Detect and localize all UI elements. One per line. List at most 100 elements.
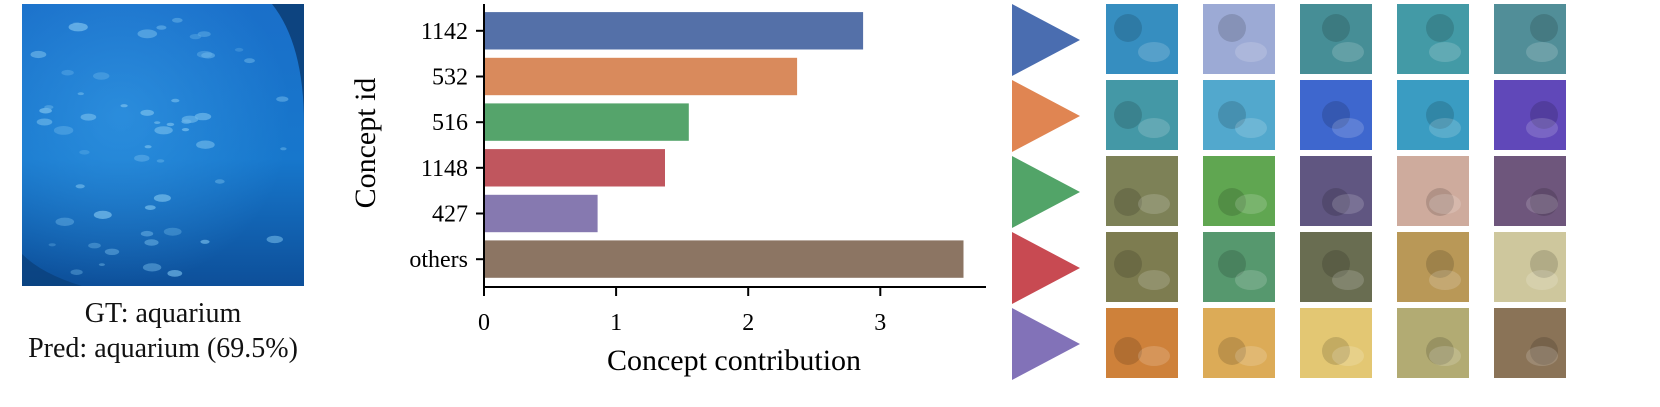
fish-shape: [154, 126, 173, 135]
concept-examples-panel: [1012, 4, 1566, 380]
fish-shape: [266, 235, 283, 244]
fish-shape: [77, 92, 84, 96]
y-tick-label: others: [409, 247, 468, 273]
bar-516: [484, 103, 689, 141]
thumbnail-blue-lit-tank: [1300, 80, 1372, 150]
concept-516-marker: [1012, 156, 1080, 228]
y-tick-label: 516: [432, 110, 468, 136]
y-axis-label: Concept id: [349, 78, 382, 209]
fish-shape: [72, 22, 80, 26]
fish-shape: [154, 121, 161, 124]
fish-shape: [144, 205, 156, 211]
fish-shape: [172, 17, 183, 23]
bar-1142: [484, 12, 864, 50]
prediction-confidence: (69.5%): [206, 333, 298, 364]
y-tick-label: 532: [432, 65, 468, 91]
thumbnail-green-plants-tank: [1203, 232, 1275, 302]
fish-shape: [201, 52, 216, 59]
fish-shape: [88, 242, 101, 249]
thumbnail-aquarium-visitors: [1106, 80, 1178, 150]
fish-shape: [80, 113, 97, 121]
y-tick-label: 1142: [421, 19, 468, 45]
thumbnail-dark-food: [1494, 308, 1566, 378]
fish-shape: [276, 96, 289, 102]
fish-shape: [181, 128, 190, 132]
thumbnail-red-pepper-dish: [1203, 308, 1275, 378]
fish-shape: [144, 239, 159, 246]
fish-shape: [144, 145, 152, 149]
thumbnail-purple-coral: [1300, 156, 1372, 226]
thumbnail-potato-dish: [1300, 308, 1372, 378]
concept-532-marker: [1012, 80, 1080, 152]
ground-truth-caption: GT: aquarium: [84, 298, 242, 329]
fish-shape: [98, 263, 105, 266]
fish-shape: [36, 118, 53, 126]
fish-shape: [93, 210, 112, 219]
fish-shape: [167, 270, 183, 277]
prediction-caption: Pred: aquarium (69.5%): [28, 333, 298, 364]
x-tick-label: 0: [478, 310, 490, 336]
x-tick-label: 1: [610, 310, 622, 336]
fish-shape: [197, 31, 211, 37]
thumbnail-orange-anemone: [1397, 232, 1469, 302]
fish-shape: [140, 109, 154, 116]
fish-shape: [120, 104, 128, 108]
fish-shape: [61, 69, 74, 76]
thumbnail-rocky-tank: [1494, 4, 1566, 74]
fish-shape: [134, 154, 150, 162]
ground-truth-label: aquarium: [135, 298, 242, 329]
fish-shape: [153, 194, 171, 202]
fish-shape: [104, 248, 120, 255]
fish-shape: [163, 227, 182, 236]
fish-shape: [280, 147, 287, 151]
fish-shape: [196, 140, 215, 149]
thumbnail-coral-reef: [1106, 156, 1178, 226]
fish-shape: [70, 269, 83, 276]
fish-shape: [156, 159, 165, 163]
fish-shape: [244, 58, 255, 64]
input-image: [22, 4, 304, 286]
thumbnail-green-seaweed: [1203, 156, 1275, 226]
fish-shape: [93, 72, 110, 80]
thumbnail-purple-lit-visitor: [1494, 80, 1566, 150]
x-tick-label: 3: [874, 310, 886, 336]
concept-1148-marker: [1012, 232, 1080, 304]
fish-shape: [39, 107, 52, 114]
y-tick-label: 1148: [421, 156, 468, 182]
thumbnail-turtle-in-tank: [1397, 4, 1469, 74]
fish-shape: [181, 115, 199, 124]
thumbnail-diver-tank: [1203, 80, 1275, 150]
fish-shape: [214, 179, 225, 184]
fish-shape: [79, 150, 90, 155]
thumbnail-brown-coral: [1106, 232, 1178, 302]
prediction-label: aquarium: [94, 333, 200, 364]
y-tick-label: 427: [432, 202, 468, 228]
thumbnail-brown-coral-dark: [1300, 232, 1372, 302]
fish-shape: [194, 112, 212, 121]
thumbnail-purple-anemone: [1494, 156, 1566, 226]
fish-shape: [171, 98, 180, 103]
fish-shape: [75, 184, 85, 189]
thumbnail-cucumber-slices: [1397, 308, 1469, 378]
fish-shape: [166, 122, 175, 127]
x-tick-label: 2: [742, 310, 754, 336]
fish-shape: [234, 47, 244, 52]
thumbnail-underwater-tunnel: [1300, 4, 1372, 74]
fish-shape: [140, 230, 154, 237]
bar-others: [484, 240, 964, 278]
fish-shape: [196, 50, 213, 58]
thumbnail-pink-coral: [1397, 156, 1469, 226]
thumbnail-pizza-slice: [1106, 308, 1178, 378]
bar-427: [484, 194, 598, 233]
thumbnail-fish-school-closeup: [1203, 4, 1275, 74]
fish-shape: [137, 29, 158, 39]
fish-shape: [156, 25, 167, 30]
fish-shape: [53, 126, 74, 135]
fish-shape: [48, 243, 56, 247]
concept-contribution-chart: 1142 532 516 1148 427 others 0 1 2 3 Concept con…: [349, 4, 986, 377]
x-axis-label: Concept contribution: [607, 344, 861, 377]
concept-427-marker: [1012, 308, 1080, 380]
fish-shape: [142, 263, 162, 272]
bar-532: [484, 57, 798, 96]
fish-shape: [200, 239, 210, 244]
